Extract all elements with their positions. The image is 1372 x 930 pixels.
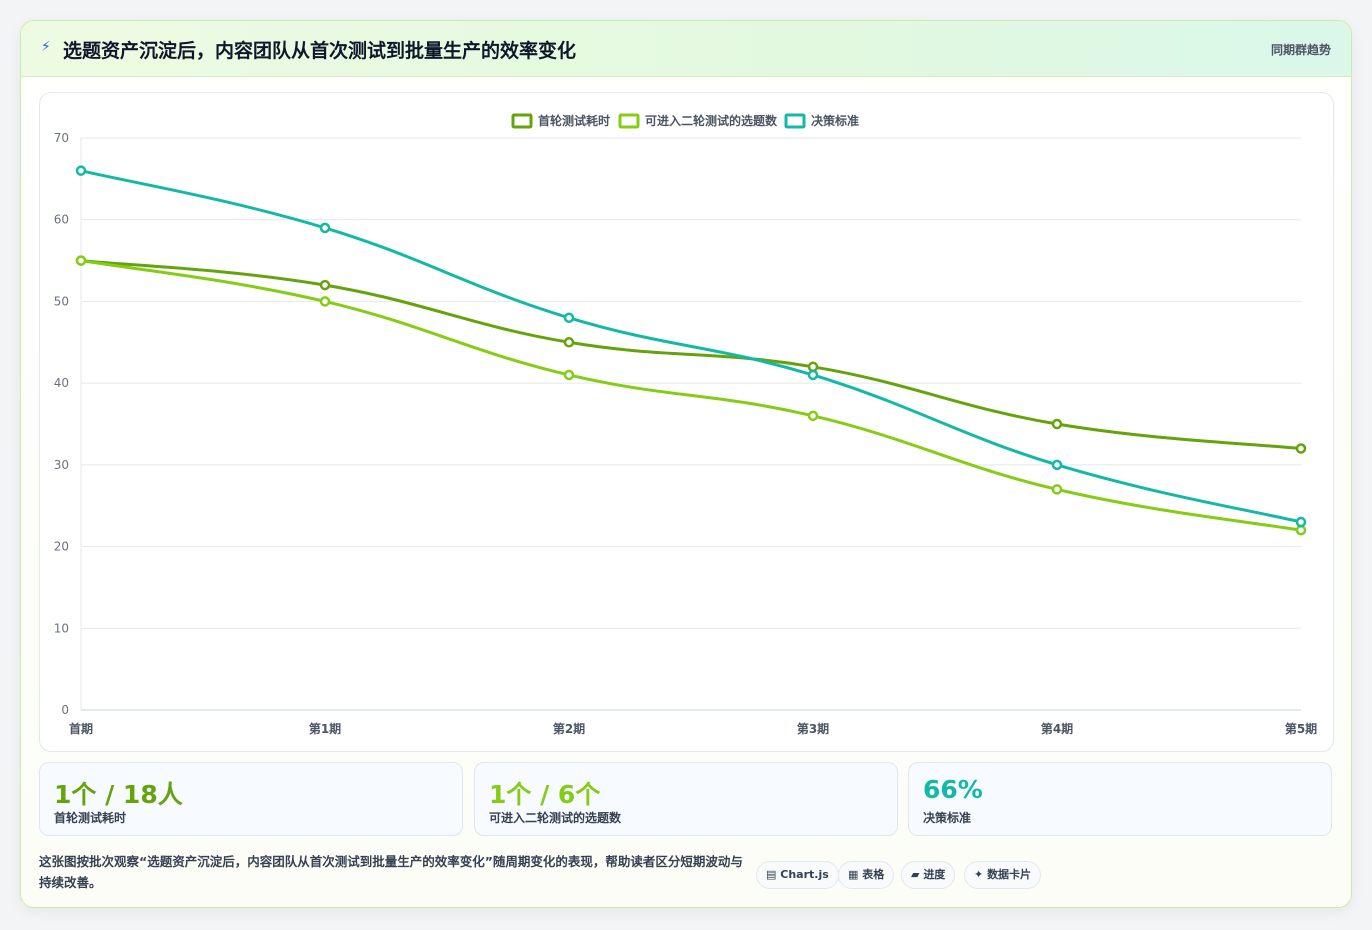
stat-card: 1个 / 18人 首轮测试耗时 xyxy=(39,762,463,836)
y-tick-label: 60 xyxy=(54,213,69,227)
chip-label: 进度 xyxy=(923,868,946,881)
stat-value: 1个 / 6个 xyxy=(489,780,601,809)
stat-label: 可进入二轮测试的选题数 xyxy=(489,811,622,825)
table-icon: ▦ xyxy=(848,868,859,881)
data-point xyxy=(807,361,819,373)
y-tick-label: 20 xyxy=(54,540,69,554)
stat-card: 1个 / 6个 可进入二轮测试的选题数 xyxy=(474,762,898,836)
data-point xyxy=(563,312,575,324)
x-tick-label: 第3期 xyxy=(797,721,829,736)
data-point xyxy=(807,410,819,422)
y-tick-label: 0 xyxy=(61,703,69,717)
stat-label: 决策标准 xyxy=(923,811,972,825)
legend-swatch xyxy=(618,113,640,129)
page-title: 选题资产沉淀后，内容团队从首次测试到批量生产的效率变化 xyxy=(63,40,577,62)
chip-progress[interactable]: ▰ 进度 xyxy=(901,861,956,889)
chip-label: 表格 xyxy=(862,868,885,881)
y-tick-label: 30 xyxy=(54,458,69,472)
chip-data-card[interactable]: ✦ 数据卡片 xyxy=(964,861,1042,889)
data-point xyxy=(1295,443,1307,454)
x-tick-label: 第4期 xyxy=(1041,721,1073,736)
legend-label: 首轮测试耗时 xyxy=(538,113,610,128)
chip-label: 数据卡片 xyxy=(987,868,1032,881)
line-chart: 0 10 20 30 40 50 60 70 首期 第1期 第2期 第3期 第4期 第5期 首轮测试耗时 可进… xyxy=(54,113,1317,736)
legend-label: 决策标准 xyxy=(811,113,859,128)
chart-card: ⚡ 选题资产沉淀后，内容团队从首次测试到批量生产的效率变化 同期群趋势 0 10 2… xyxy=(20,20,1352,908)
data-point xyxy=(1295,516,1307,528)
data-point xyxy=(319,222,331,234)
data-point xyxy=(75,165,87,176)
data-point xyxy=(319,279,331,291)
data-point xyxy=(563,337,575,348)
y-tick-label: 10 xyxy=(54,621,69,635)
chart-icon: ▤ xyxy=(766,868,777,881)
y-tick-label: 40 xyxy=(54,376,69,390)
stat-card: 66% 决策标准 xyxy=(908,762,1332,836)
y-tick-label: 70 xyxy=(54,131,69,145)
stat-value: 66% xyxy=(923,775,983,804)
x-tick-label: 第2期 xyxy=(553,721,585,736)
header-tag: 同期群趋势 xyxy=(1270,43,1331,57)
x-tick-label: 第5期 xyxy=(1285,721,1317,736)
series-line xyxy=(80,259,1302,532)
data-point xyxy=(1051,459,1063,471)
progress-icon: ▰ xyxy=(911,868,920,881)
sparkle-icon: ✦ xyxy=(974,868,984,881)
lightning-icon: ⚡ xyxy=(41,39,51,55)
data-point xyxy=(319,296,331,307)
data-point xyxy=(1295,524,1307,536)
chart-description: 这张图按批次观察“选题资产沉淀后，内容团队从首次测试到批量生产的效率变化”随周期… xyxy=(39,854,743,890)
chip-chartjs[interactable]: ▤ Chart.js xyxy=(756,861,839,889)
data-point xyxy=(563,369,575,381)
legend-swatch xyxy=(511,113,533,129)
card-header: ⚡ 选题资产沉淀后，内容团队从首次测试到批量生产的效率变化 同期群趋势 xyxy=(21,21,1351,77)
data-point xyxy=(75,255,87,266)
chart-panel: 0 10 20 30 40 50 60 70 首期 第1期 第2期 第3期 第4期 第5期 首轮测试耗时 可进… xyxy=(39,92,1334,752)
x-tick-label: 第1期 xyxy=(309,721,341,736)
x-tick-label: 首期 xyxy=(69,721,93,736)
y-tick-label: 50 xyxy=(54,294,69,308)
stat-value: 1个 / 18人 xyxy=(54,780,183,809)
data-point xyxy=(1051,418,1063,430)
data-point xyxy=(807,369,819,381)
chip-table[interactable]: ▦ 表格 xyxy=(838,861,895,889)
series-line xyxy=(80,169,1302,524)
legend-label: 可进入二轮测试的选题数 xyxy=(645,113,778,128)
chip-label: Chart.js xyxy=(780,868,829,881)
series-line xyxy=(80,259,1302,451)
data-point xyxy=(1051,484,1063,495)
stat-cards: 1个 / 18人 首轮测试耗时 1个 / 6个 可进入二轮测试的选题数 66% … xyxy=(39,762,1333,836)
legend-swatch xyxy=(784,113,806,129)
stat-label: 首轮测试耗时 xyxy=(54,811,127,825)
